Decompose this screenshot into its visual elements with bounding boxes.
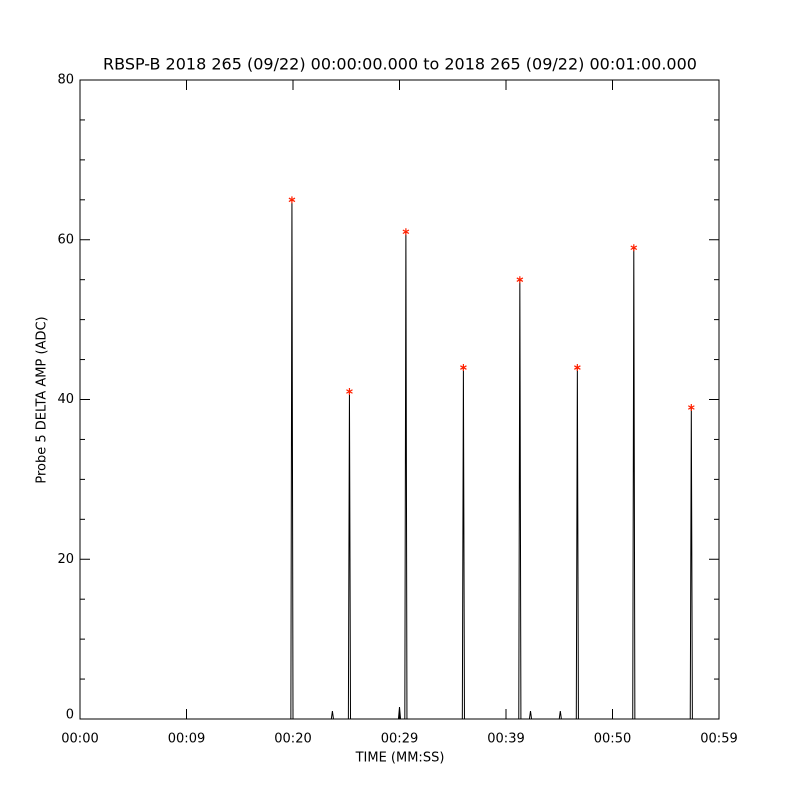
x-tick-label: 00:00 xyxy=(61,732,98,747)
y-tick-label: 40 xyxy=(57,392,74,407)
y-tick-label: 80 xyxy=(57,73,74,88)
chart-title: RBSP-B 2018 265 (09/22) 00:00:00.000 to … xyxy=(103,55,697,74)
plot-frame xyxy=(79,79,720,720)
peak-marker xyxy=(574,364,581,372)
y-tick-label: 20 xyxy=(57,552,74,567)
x-tick-label: 00:20 xyxy=(274,732,311,747)
peak-marker xyxy=(460,364,467,372)
y-axis-label: Probe 5 DELTA AMP (ADC) xyxy=(35,316,50,483)
x-tick-label: 00:50 xyxy=(594,732,631,747)
peak-marker xyxy=(687,403,695,411)
x-tick-label: 00:59 xyxy=(700,732,737,747)
x-axis-label: TIME (MM:SS) xyxy=(355,751,445,766)
x-tick-label: 00:09 xyxy=(168,732,205,747)
peak-marker xyxy=(630,244,638,252)
y-tick-label: 60 xyxy=(57,232,74,247)
peak-marker xyxy=(516,276,524,284)
peak-marker xyxy=(402,228,410,236)
x-tick-label: 00:39 xyxy=(487,732,524,747)
y-tick-label: 0 xyxy=(66,708,74,723)
data-line xyxy=(80,199,719,720)
x-tick-label: 00:29 xyxy=(381,732,418,747)
peak-marker xyxy=(346,388,353,396)
peak-marker xyxy=(288,196,296,204)
